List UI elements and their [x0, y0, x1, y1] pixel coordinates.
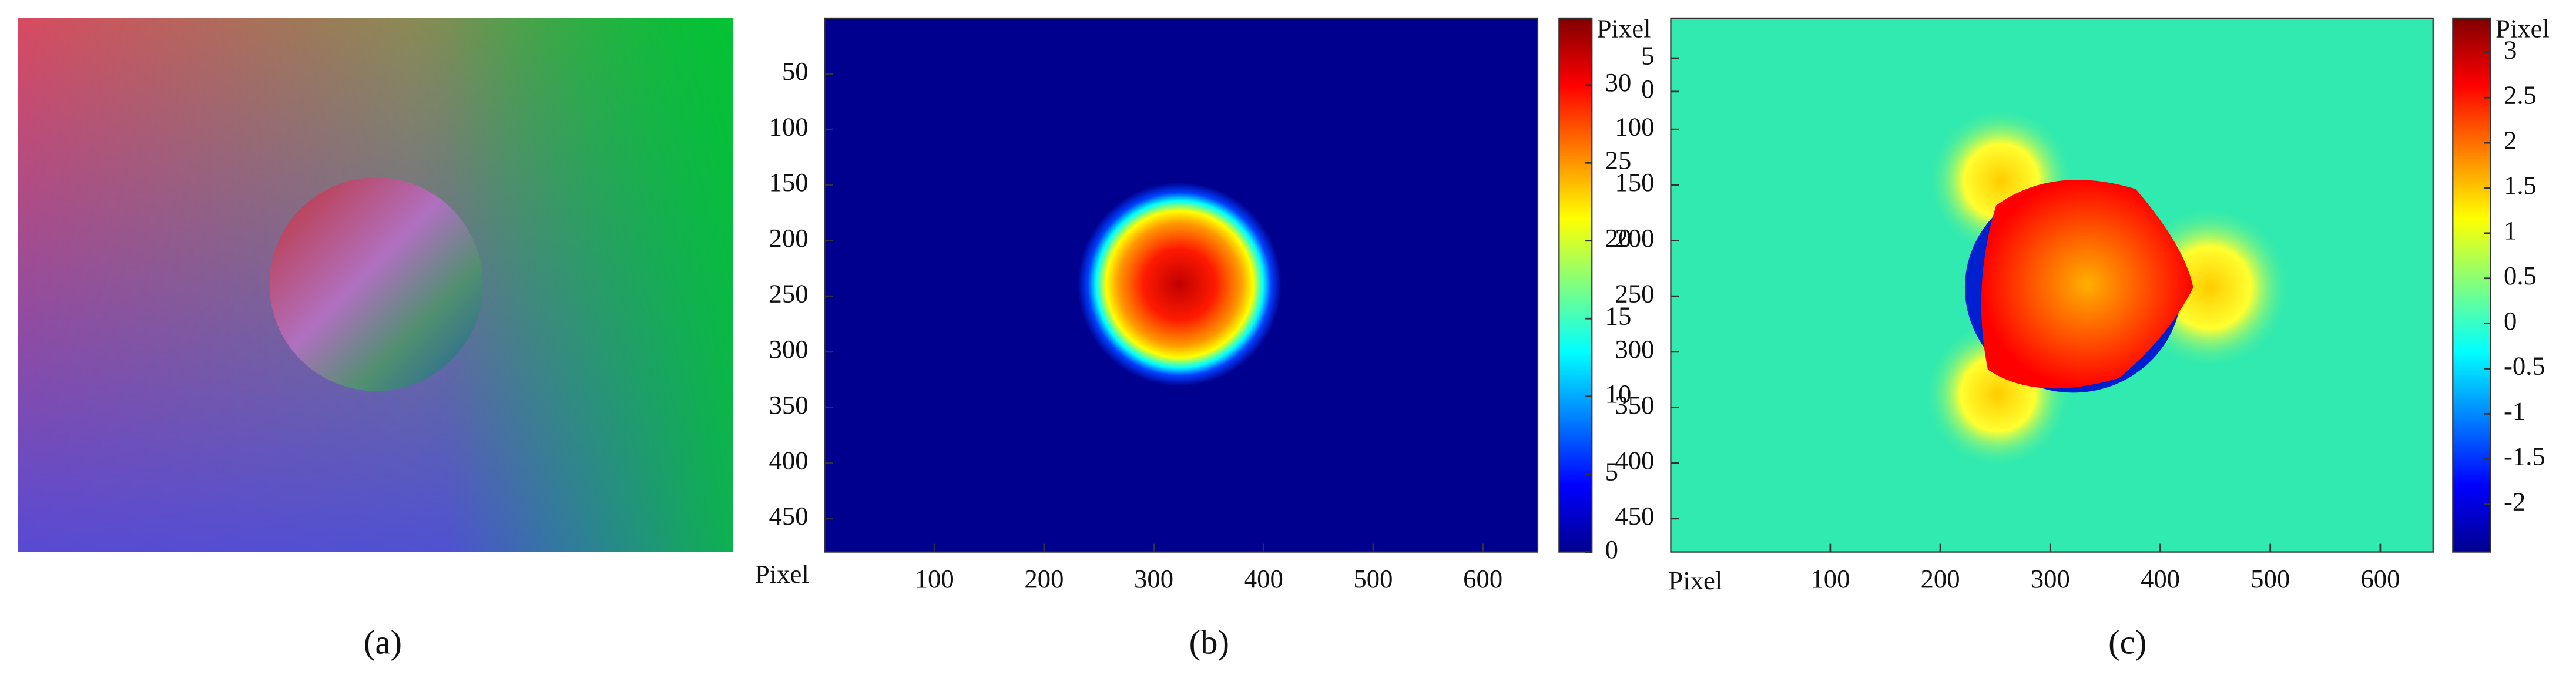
- colorbar-tick-label: 5: [1605, 456, 1618, 486]
- y-tick-label: 5: [1641, 41, 1654, 70]
- y-tick-label: 150: [769, 167, 809, 197]
- x-tick-label: 400: [2141, 564, 2180, 593]
- x-tick-label: 600: [2360, 564, 2400, 593]
- colorbar-label: Pixel: [2496, 14, 2550, 43]
- x-tick-label: 300: [2031, 564, 2070, 593]
- colorbar-label: Pixel: [1597, 14, 1651, 43]
- colorbar-tick-label: 0: [1605, 535, 1618, 564]
- y-tick-label: 50: [782, 56, 809, 86]
- y-tick-label: 100: [769, 112, 809, 141]
- y-tick-label: 200: [1615, 223, 1654, 253]
- y-tick-label: 250: [1615, 278, 1654, 308]
- y-tick-label: 100: [1615, 112, 1654, 141]
- heatmap-c: [1671, 18, 2433, 552]
- colorbar-tick-label: -1: [2504, 397, 2525, 426]
- y-tick-label: 200: [769, 223, 809, 253]
- x-axis-label: Pixel: [1668, 566, 1722, 595]
- x-tick-label: 500: [1353, 564, 1393, 593]
- colorbar-tick-label: -0.5: [2504, 351, 2545, 381]
- y-tick-label: 450: [1615, 501, 1654, 531]
- y-tick-label: 350: [1615, 390, 1654, 419]
- colorbar: [2452, 17, 2491, 553]
- image-a: [18, 18, 733, 552]
- caption: (a): [364, 623, 402, 661]
- x-axis-label: Pixel: [755, 559, 809, 589]
- colorbar-tick-label: 20: [1605, 223, 1632, 253]
- x-tick-label: 600: [1463, 564, 1502, 593]
- x-tick-label: 100: [1810, 564, 1850, 593]
- colorbar-tick-label: 25: [1605, 146, 1632, 175]
- caption: (b): [1189, 623, 1229, 661]
- y-tick-label: 250: [769, 278, 809, 308]
- colorbar-tick-label: 1.5: [2504, 170, 2537, 200]
- colorbar-tick-label: 10: [1605, 379, 1632, 408]
- colorbar-tick-label: -2: [2504, 486, 2525, 516]
- x-tick-label: 500: [2250, 564, 2290, 593]
- x-tick-label: 300: [1134, 564, 1173, 593]
- caption: (c): [2108, 623, 2146, 661]
- colorbar-tick-label: 2: [2504, 125, 2517, 155]
- y-tick-label: 450: [769, 501, 809, 531]
- colorbar-tick-label: 0.5: [2504, 261, 2537, 290]
- y-tick-label: 400: [769, 445, 809, 475]
- y-tick-label: 0: [1641, 74, 1654, 103]
- colorbar-tick-label: -1.5: [2504, 441, 2545, 471]
- colorbar-tick-label: 1: [2504, 216, 2517, 245]
- y-tick-label: 300: [769, 334, 809, 364]
- y-tick-label: 150: [1615, 167, 1654, 197]
- y-tick-label: 300: [1615, 334, 1654, 364]
- heatmap-b: [824, 18, 1538, 552]
- colorbar-tick-label: 0: [2504, 306, 2517, 335]
- x-tick-label: 100: [915, 564, 954, 593]
- colorbar-tick-label: 15: [1605, 301, 1632, 330]
- colorbar-tick-label: 2.5: [2504, 80, 2537, 109]
- colorbar-tick-label: 30: [1605, 68, 1632, 97]
- x-tick-label: 400: [1244, 564, 1283, 593]
- y-tick-label: 400: [1615, 445, 1654, 475]
- y-tick-label: 350: [769, 390, 809, 419]
- x-tick-label: 200: [1024, 564, 1064, 593]
- colorbar: [1558, 17, 1593, 553]
- x-tick-label: 200: [1921, 564, 1960, 593]
- colorbar-tick-label: 3: [2504, 35, 2517, 65]
